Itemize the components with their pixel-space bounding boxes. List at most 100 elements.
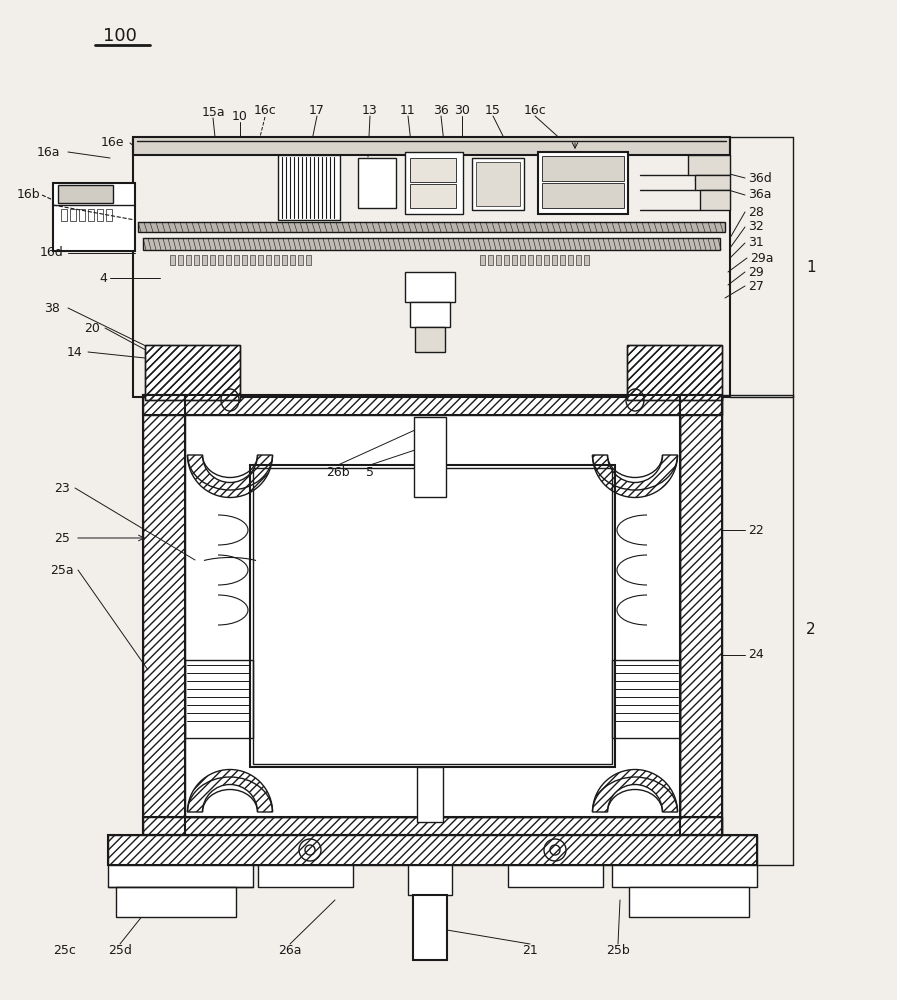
Bar [415, 327, 445, 352]
Text: 25b: 25b [606, 944, 630, 956]
Bar [178, 255, 183, 265]
Bar [629, 887, 749, 917]
Bar [472, 158, 524, 210]
Bar [528, 255, 533, 265]
Bar [266, 255, 271, 265]
Text: 24: 24 [748, 648, 763, 662]
Bar [695, 175, 730, 190]
Bar [234, 255, 239, 265]
Bar [185, 660, 253, 738]
Text: 27: 27 [748, 279, 764, 292]
Text: 100: 100 [103, 27, 137, 45]
Bar [538, 152, 628, 214]
Bar [194, 255, 199, 265]
Bar [143, 395, 185, 835]
Bar [700, 190, 730, 210]
Bar [536, 255, 541, 265]
Bar [70, 209, 76, 221]
Text: 36a: 36a [748, 188, 771, 202]
Text: 38: 38 [44, 302, 60, 314]
Bar [108, 835, 757, 865]
Text: 21: 21 [522, 944, 538, 956]
Text: 20: 20 [84, 322, 100, 334]
Bar [612, 865, 757, 887]
Bar [680, 395, 722, 835]
Text: 16a: 16a [36, 145, 60, 158]
Text: 36: 36 [433, 104, 448, 117]
Text: 30: 30 [454, 104, 470, 117]
Bar [476, 162, 520, 206]
Bar [688, 155, 730, 175]
Bar [79, 209, 85, 221]
Bar [242, 255, 247, 265]
Bar [97, 209, 103, 221]
Text: 25d: 25d [108, 944, 132, 956]
Bar [680, 395, 722, 835]
Bar [143, 817, 722, 835]
Bar [274, 255, 279, 265]
Bar [410, 158, 456, 182]
Bar [414, 417, 446, 497]
Text: 36d: 36d [748, 172, 771, 184]
Text: 29: 29 [748, 265, 763, 278]
Text: 29a: 29a [750, 251, 773, 264]
Bar [282, 255, 287, 265]
Bar [576, 255, 581, 265]
Text: 14: 14 [67, 346, 83, 359]
Bar [145, 345, 240, 400]
Text: 1: 1 [806, 259, 815, 274]
Text: 25a: 25a [50, 564, 74, 576]
Bar [408, 865, 452, 895]
Bar [116, 887, 236, 917]
Bar [627, 345, 722, 400]
Bar [417, 767, 443, 822]
Bar [143, 395, 722, 415]
Bar [413, 895, 447, 960]
Text: 16b: 16b [16, 188, 40, 202]
Bar [560, 255, 565, 265]
Bar [504, 255, 509, 265]
Bar [143, 395, 722, 415]
Bar [290, 255, 295, 265]
Text: 25: 25 [54, 532, 70, 544]
Text: 16e: 16e [100, 136, 124, 149]
Text: 16d: 16d [40, 246, 64, 259]
Bar [185, 415, 680, 817]
Text: 26b: 26b [327, 466, 350, 479]
Bar [106, 209, 112, 221]
Text: 2: 2 [806, 622, 815, 638]
Bar [253, 468, 612, 764]
Bar [584, 255, 589, 265]
Text: 16c: 16c [524, 104, 546, 117]
Bar [133, 137, 730, 155]
Bar [258, 255, 263, 265]
Text: 23: 23 [54, 482, 70, 494]
Text: 25c: 25c [54, 944, 76, 956]
Bar [488, 255, 493, 265]
Bar [186, 255, 191, 265]
Bar [552, 255, 557, 265]
Text: 15: 15 [485, 104, 501, 117]
Bar [480, 255, 485, 265]
Bar [250, 465, 615, 767]
Bar [544, 255, 549, 265]
Bar [145, 345, 240, 400]
Bar [520, 255, 525, 265]
Text: 31: 31 [748, 236, 763, 249]
Bar [512, 255, 517, 265]
Bar [627, 345, 722, 400]
Bar [170, 255, 175, 265]
Text: 16c: 16c [254, 104, 276, 117]
Bar [53, 183, 135, 251]
Text: 13: 13 [362, 104, 378, 117]
Text: 28: 28 [748, 206, 764, 219]
Text: 10: 10 [232, 110, 248, 123]
Bar [138, 222, 725, 232]
Bar [218, 255, 223, 265]
Bar [410, 184, 456, 208]
Bar [202, 255, 207, 265]
Bar [143, 817, 722, 835]
Bar [143, 238, 720, 250]
Text: 26a: 26a [278, 944, 301, 956]
Text: 15a: 15a [201, 105, 225, 118]
